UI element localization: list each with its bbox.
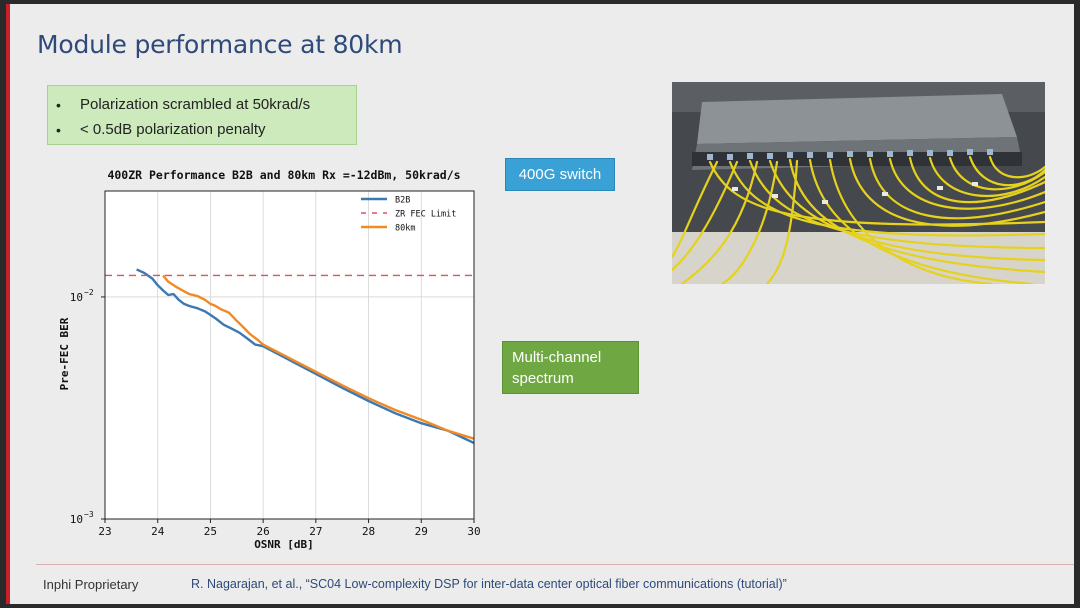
footer-citation: R. Nagarajan, et al., “SC04 Low-complexi… [191,577,787,591]
switch-photo [672,82,1045,284]
bullet-item: • < 0.5dB polarization penalty [56,117,356,142]
slide-title: Module performance at 80km [37,30,403,59]
legend-label: ZR FEC Limit [395,210,456,220]
series-layer [105,268,475,445]
chart-axes [104,190,475,520]
bullet-item: • Polarization scrambled at 50krad/s [56,92,356,117]
chart-legend: B2B ZR FEC Limit 80km [361,196,456,234]
x-tick-label: 30 [467,525,480,538]
legend-label: B2B [395,196,410,206]
spectrum-label-line2: spectrum [512,370,574,387]
spectrum-label-line1: Multi-channel [512,349,602,366]
bullet-text: Polarization scrambled at 50krad/s [80,96,311,113]
switch-photo-drawing [672,82,1045,284]
x-tick-label: 24 [151,525,165,538]
x-axis-label: OSNR [dB] [254,538,314,551]
x-tick-label: 25 [204,525,217,538]
ber-chart: 400ZR Performance B2B and 80km Rx =-12dB… [58,168,481,551]
bullet-dot-icon: • [56,96,61,113]
y-tick-exponent: −2 [84,288,94,297]
y-tick-label: 10 [70,291,83,304]
bullet-text: < 0.5dB polarization penalty [80,121,266,138]
spectrum-label-tag: Multi-channel spectrum [502,341,639,394]
x-tick-label: 26 [257,525,270,538]
x-tick-label: 23 [98,525,111,538]
axes-frame [104,190,475,520]
x-tick-label: 28 [362,525,375,538]
series-line-80km [162,274,475,440]
switch-label-tag: 400G switch [505,158,615,191]
x-tick-label: 29 [415,525,428,538]
y-tick-label: 10 [70,513,83,526]
footer-proprietary: Inphi Proprietary [43,577,139,592]
x-tick-label: 27 [309,525,322,538]
bullet-dot-icon: • [56,121,61,138]
x-tick-labels: 23 24 25 26 27 28 29 30 [98,519,481,538]
accent-bar [6,4,10,604]
series-line-b2b [136,268,475,445]
plot-area [105,191,474,519]
plot-background [105,191,474,519]
y-tick-labels: 10−210−3 [70,288,105,526]
footer-divider [36,564,1074,565]
legend-label: 80km [395,224,415,234]
chart-title: 400ZR Performance B2B and 80km Rx =-12dB… [107,168,460,182]
y-axis-label: Pre-FEC BER [58,317,71,390]
bullet-box: • Polarization scrambled at 50krad/s • <… [47,85,357,145]
slide: Module performance at 80km • Polarizatio… [6,4,1074,604]
y-tick-exponent: −3 [84,510,94,519]
